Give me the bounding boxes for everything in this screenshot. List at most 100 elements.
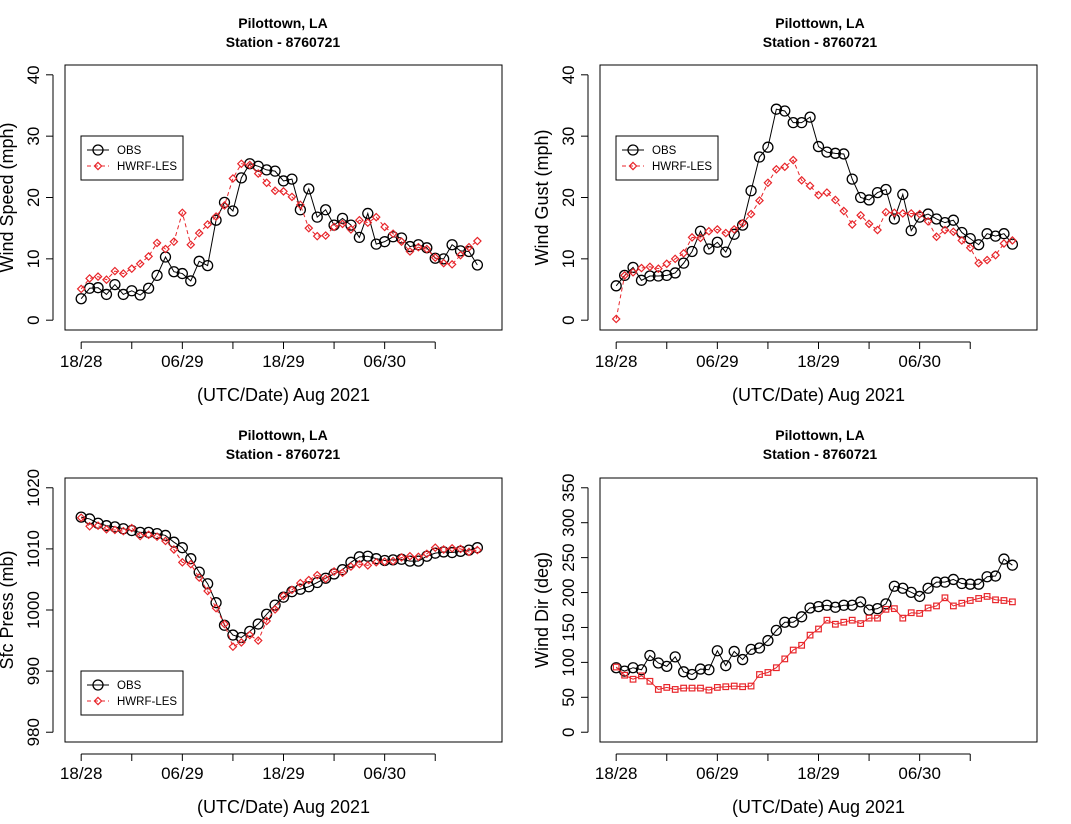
data-point bbox=[829, 601, 842, 613]
y-tick-label: 0 bbox=[559, 727, 578, 736]
data-point bbox=[262, 178, 272, 188]
data-point bbox=[981, 571, 993, 583]
data-point bbox=[812, 140, 825, 153]
data-point bbox=[839, 206, 849, 216]
y-tick-label: 300 bbox=[559, 509, 578, 537]
data-point bbox=[346, 224, 356, 234]
data-point bbox=[447, 543, 457, 553]
data-point bbox=[728, 228, 740, 240]
data-point bbox=[142, 282, 155, 294]
series-line-1 bbox=[610, 553, 1019, 681]
data-point bbox=[286, 173, 298, 185]
data-point bbox=[871, 602, 884, 615]
data-point bbox=[76, 284, 86, 294]
legend-label: HWRF-LES bbox=[117, 161, 177, 173]
data-point bbox=[287, 585, 297, 595]
data-point bbox=[236, 637, 246, 647]
data-point bbox=[253, 169, 263, 179]
data-point bbox=[471, 259, 484, 271]
data-point bbox=[991, 250, 1000, 260]
chart-subtitle: Station - 8760721 bbox=[763, 446, 878, 462]
data-point bbox=[610, 280, 622, 292]
data-point bbox=[134, 526, 146, 539]
data-point bbox=[644, 649, 656, 662]
data-point bbox=[821, 599, 833, 611]
y-tick-label: 10 bbox=[24, 249, 43, 268]
chart-title: Pilottown, LA bbox=[775, 15, 864, 31]
data-point bbox=[787, 616, 799, 628]
data-point bbox=[688, 684, 696, 692]
data-point bbox=[287, 192, 297, 202]
data-point bbox=[638, 672, 645, 680]
x-tick-label: 18/29 bbox=[262, 352, 305, 371]
data-point bbox=[932, 232, 941, 242]
data-point bbox=[897, 188, 909, 201]
wind-gust-panel: Pilottown, LA Station - 8760721 0 10 20 30 40 W… bbox=[532, 15, 1038, 405]
data-point bbox=[838, 599, 850, 611]
data-point bbox=[151, 269, 163, 282]
series-hwrf-les bbox=[76, 513, 482, 652]
wind-direction-panel: Pilottown, LA Station - 8760721 0 50 100 150 2… bbox=[532, 427, 1038, 817]
data-point bbox=[371, 212, 381, 222]
data-point bbox=[753, 642, 766, 654]
x-tick-label: 18/29 bbox=[797, 764, 840, 783]
data-point bbox=[889, 208, 899, 218]
data-point bbox=[696, 233, 705, 243]
data-point bbox=[947, 214, 960, 226]
series-obs bbox=[610, 103, 1019, 292]
data-point bbox=[627, 662, 639, 674]
data-point bbox=[711, 645, 723, 657]
data-point bbox=[304, 575, 314, 585]
data-point bbox=[127, 523, 137, 533]
data-point bbox=[220, 201, 229, 210]
data-point bbox=[201, 578, 214, 590]
data-point bbox=[705, 686, 713, 694]
legend-box bbox=[80, 135, 184, 181]
data-point bbox=[965, 243, 975, 253]
x-tick-label: 18/28 bbox=[595, 352, 638, 371]
data-point bbox=[253, 636, 263, 646]
data-point bbox=[930, 576, 943, 588]
chart-title: Pilottown, LA bbox=[238, 427, 327, 443]
data-point bbox=[964, 578, 976, 590]
data-point bbox=[898, 209, 908, 218]
data-point bbox=[144, 530, 154, 540]
y-tick-label: 40 bbox=[24, 65, 43, 84]
data-point bbox=[804, 111, 816, 123]
x-axis-label: (UTC/Date) Aug 2021 bbox=[732, 797, 905, 817]
data-point bbox=[93, 272, 103, 282]
data-point bbox=[880, 183, 892, 196]
data-point bbox=[864, 219, 874, 229]
data-point bbox=[447, 259, 457, 269]
data-point bbox=[152, 238, 162, 248]
data-point bbox=[371, 557, 381, 567]
data-point bbox=[279, 186, 288, 196]
y-tick-label: 30 bbox=[559, 127, 578, 146]
data-point bbox=[686, 668, 698, 681]
data-point bbox=[252, 618, 264, 630]
data-point bbox=[805, 181, 815, 191]
data-point bbox=[671, 686, 679, 693]
data-point bbox=[730, 682, 738, 690]
y-tick-label: 1010 bbox=[24, 530, 43, 568]
data-point bbox=[998, 553, 1010, 565]
data-point bbox=[85, 521, 95, 531]
data-point bbox=[102, 275, 111, 285]
legend: OBS HWRF-LES bbox=[80, 670, 184, 716]
data-point bbox=[388, 556, 398, 566]
data-point bbox=[764, 669, 772, 676]
legend-marker bbox=[93, 696, 103, 706]
data-point bbox=[304, 223, 314, 233]
data-point bbox=[135, 259, 145, 269]
data-point bbox=[201, 259, 214, 272]
data-point bbox=[669, 267, 681, 279]
data-point bbox=[973, 239, 985, 251]
data-point bbox=[915, 209, 925, 219]
series-line bbox=[615, 558, 1013, 676]
data-point bbox=[110, 266, 120, 276]
data-point bbox=[85, 274, 95, 283]
data-point bbox=[949, 602, 957, 610]
data-point bbox=[109, 521, 121, 533]
data-point bbox=[270, 186, 280, 196]
